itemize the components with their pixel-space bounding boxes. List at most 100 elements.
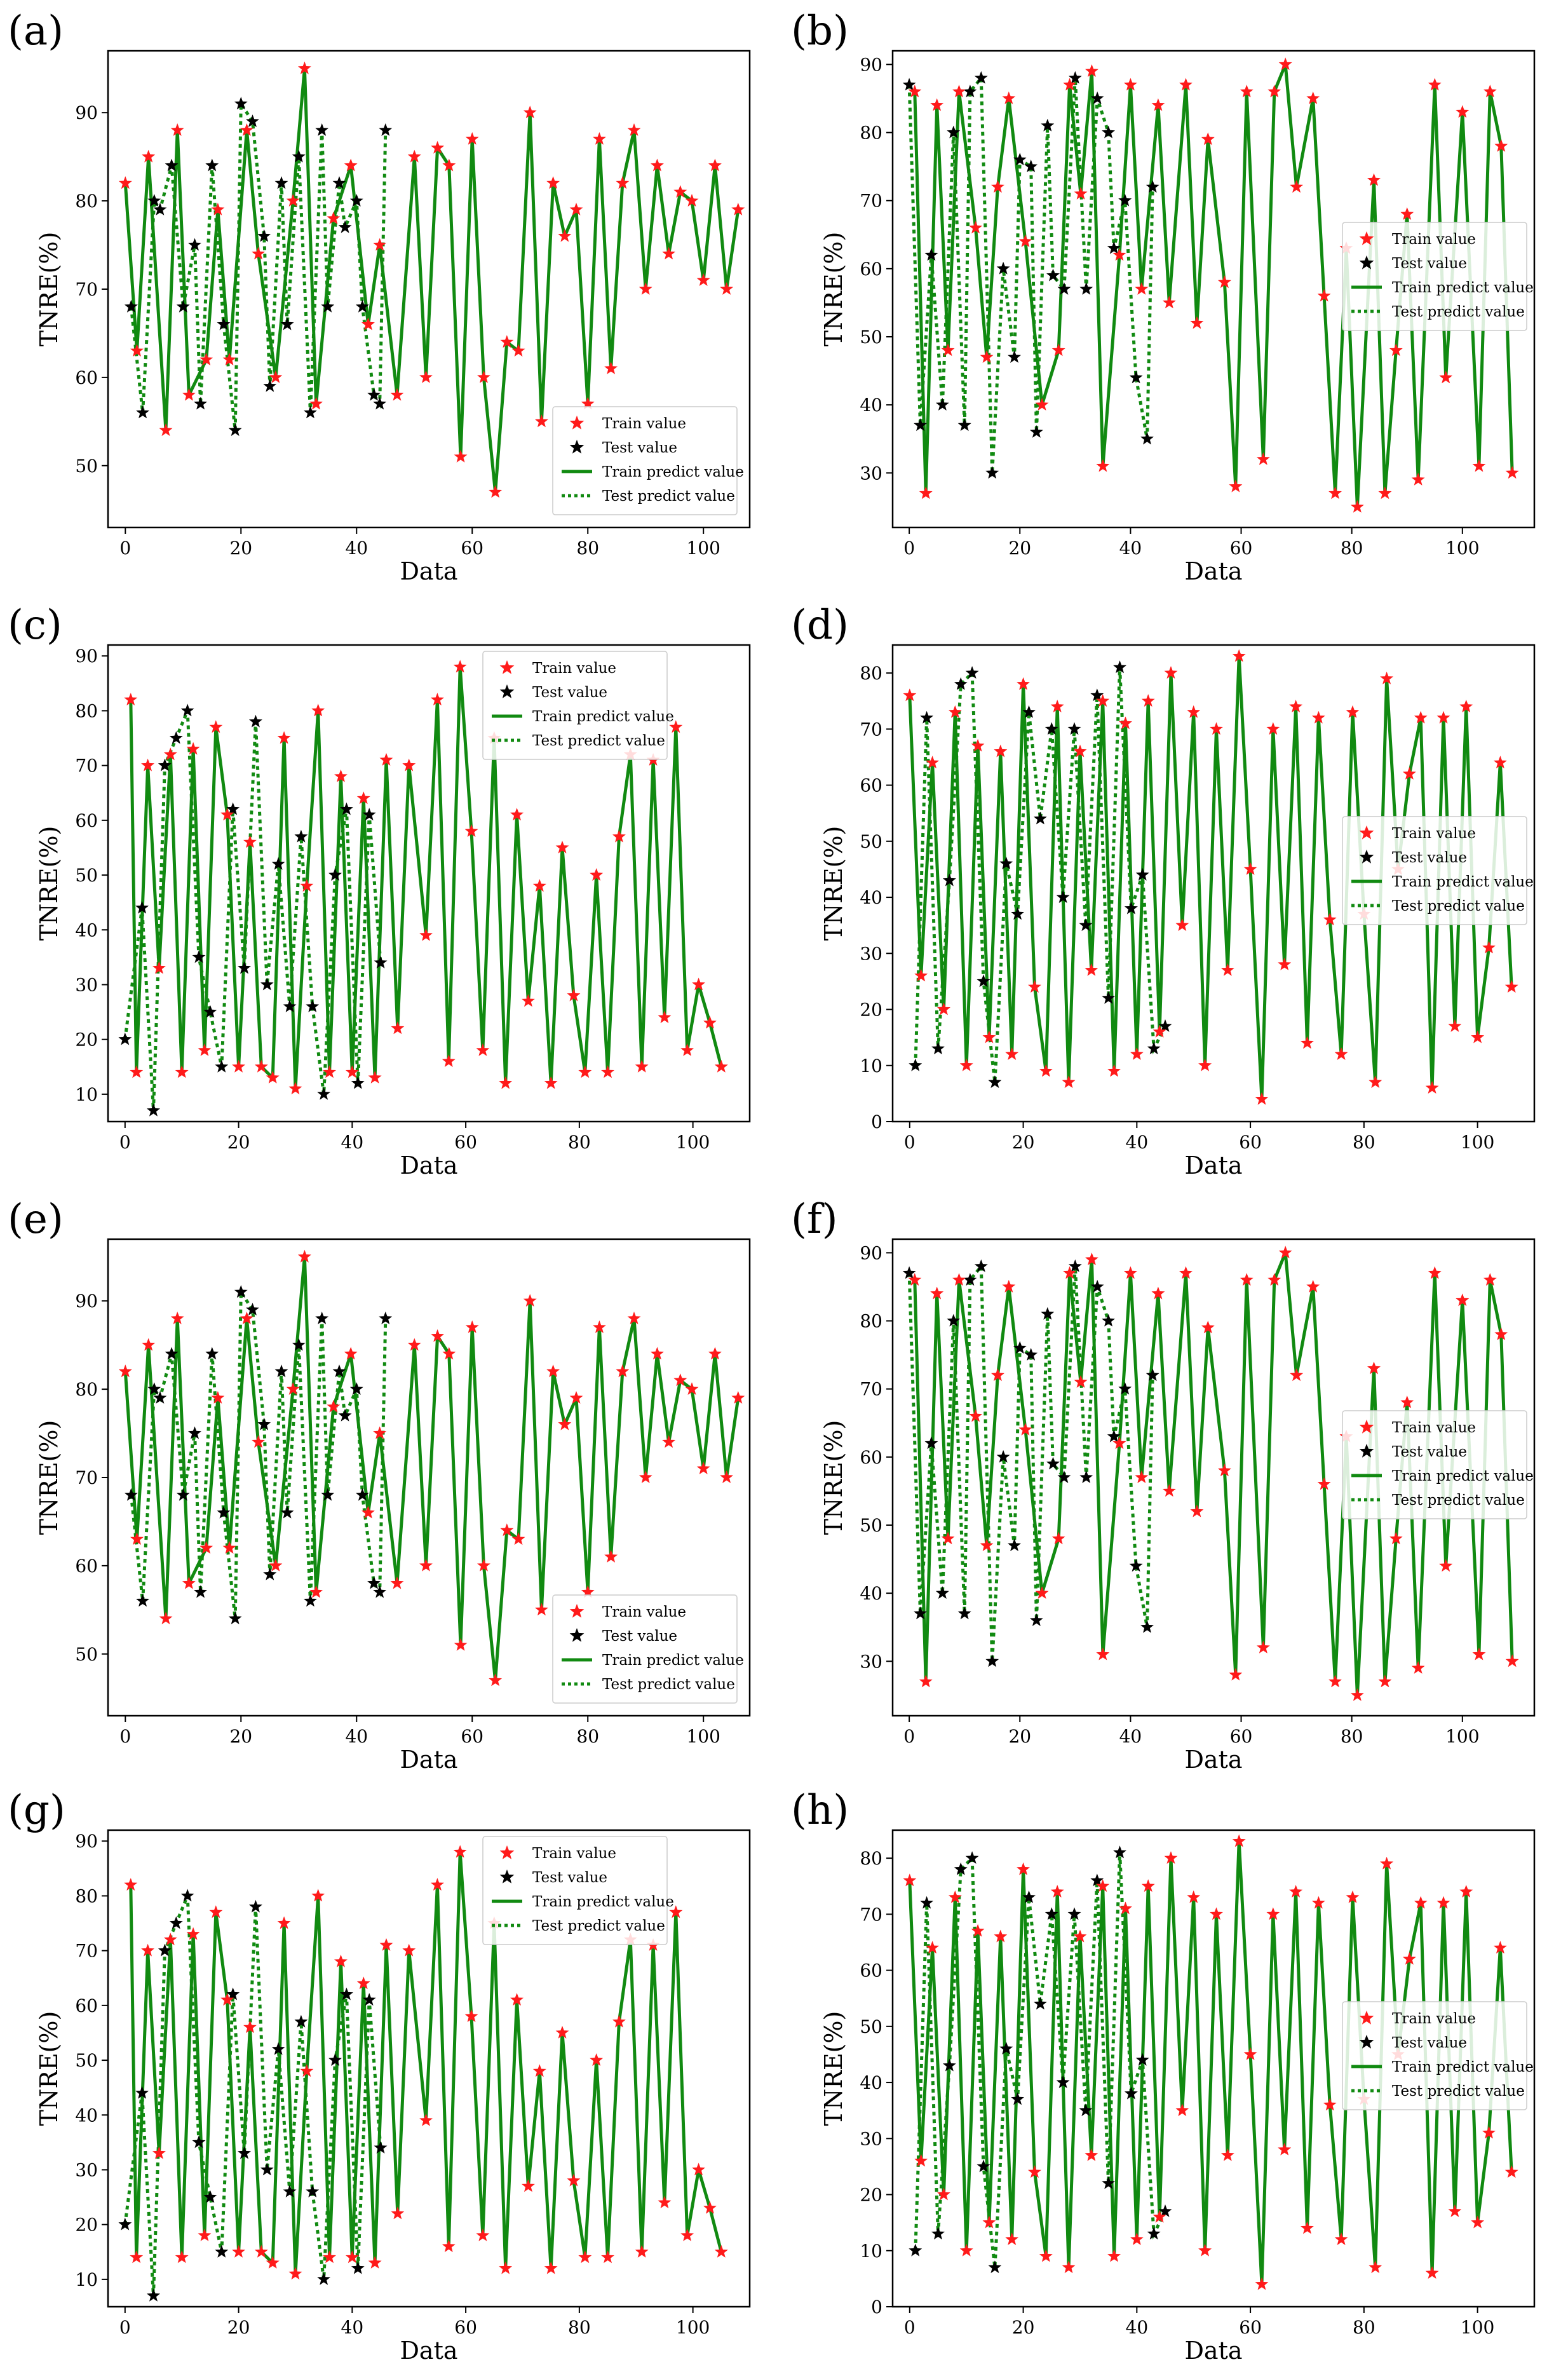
train-value-point <box>454 1638 468 1651</box>
train-value-point <box>170 1312 184 1324</box>
x-tick-label: 20 <box>1008 538 1031 559</box>
train-value-point <box>969 221 983 234</box>
train-value-point <box>662 1435 676 1448</box>
train-value-point <box>1266 1907 1280 1920</box>
train-value-point <box>1190 1504 1204 1517</box>
train-value-point <box>685 1382 699 1395</box>
train-value-point <box>379 1938 393 1951</box>
train-value-point <box>1123 1266 1137 1279</box>
y-tick-label: 90 <box>75 1291 98 1312</box>
test-value-point <box>192 2135 206 2149</box>
train-value-point <box>1063 78 1077 91</box>
train-value-point <box>1400 1395 1414 1408</box>
test-value-point <box>924 248 938 261</box>
test-value-point <box>1129 1559 1143 1572</box>
train-value-point <box>522 2179 535 2192</box>
train-value-point <box>590 2053 604 2066</box>
test-value-point <box>1044 1907 1058 1920</box>
train-value-point <box>1152 1024 1166 1038</box>
train-value-point <box>300 879 314 892</box>
test-value-point <box>280 317 294 330</box>
x-tick-label: 20 <box>227 1132 250 1153</box>
train-value-point <box>1311 1896 1325 1909</box>
train-value-point <box>1493 1941 1507 1954</box>
train-value-point <box>1380 1856 1394 1870</box>
y-tick-label: 50 <box>860 1515 882 1536</box>
test-value-point <box>338 1408 352 1422</box>
y-tick-label: 60 <box>75 1556 98 1577</box>
train-value-point <box>937 1002 950 1015</box>
train-predict-line <box>908 1840 1513 2286</box>
train-value-point <box>297 61 311 74</box>
train-value-point <box>368 2256 382 2269</box>
train-value-point <box>1141 694 1155 707</box>
legend-box <box>1342 2001 1527 2110</box>
train-value-point <box>708 158 722 172</box>
test-value-point <box>977 2159 990 2173</box>
y-axis-label: TNRE(%) <box>820 2011 848 2126</box>
legend-label: Train value <box>532 660 616 677</box>
y-tick-label: 50 <box>75 865 98 886</box>
legend-label: Train predict value <box>532 1894 674 1910</box>
legend-label: Test value <box>602 1628 677 1645</box>
x-tick-label: 20 <box>227 2317 250 2338</box>
test-value-point <box>974 1259 988 1272</box>
x-tick-label: 40 <box>345 1726 368 1747</box>
legend-marker <box>569 1604 585 1618</box>
train-value-point <box>477 1558 490 1572</box>
test-value-point <box>1011 2092 1025 2105</box>
train-value-point <box>1018 234 1032 247</box>
train-value-point <box>286 194 300 207</box>
test-value-point <box>1129 370 1143 384</box>
train-value-point <box>1210 1907 1223 1920</box>
train-value-point <box>345 2250 359 2264</box>
train-value-point <box>1301 2221 1314 2234</box>
train-value-point <box>590 868 604 881</box>
train-value-point <box>269 1558 283 1572</box>
x-tick-label: 80 <box>568 2317 591 2338</box>
train-value-point <box>1190 316 1204 329</box>
test-value-point <box>203 2190 217 2203</box>
test-value-point <box>1079 1470 1093 1483</box>
train-value-point <box>1255 2277 1269 2290</box>
train-value-point <box>685 194 699 207</box>
train-value-point <box>692 2162 705 2176</box>
train-value-point <box>1002 92 1016 104</box>
train-value-point <box>391 1021 405 1035</box>
x-axis-label: Data <box>400 1746 457 1774</box>
train-value-point <box>1085 64 1098 77</box>
train-value-point <box>500 335 514 348</box>
train-value-point <box>1317 289 1331 302</box>
y-tick-label: 30 <box>860 943 882 964</box>
test-value-point <box>1044 722 1058 735</box>
train-value-point <box>142 1338 156 1351</box>
train-value-point <box>1035 1586 1049 1599</box>
train-value-point <box>612 829 626 843</box>
train-value-point <box>240 1312 253 1324</box>
x-tick-label: 80 <box>1341 538 1363 559</box>
train-value-point <box>535 1603 548 1616</box>
y-tick-label: 10 <box>75 1084 98 1105</box>
train-value-point <box>532 2064 546 2077</box>
test-predict-line <box>907 1262 1154 1662</box>
train-value-point <box>124 1878 138 1891</box>
train-value-point <box>593 1320 606 1333</box>
test-value-point <box>963 1273 977 1286</box>
train-value-point <box>442 158 456 172</box>
train-value-point <box>431 1329 445 1342</box>
test-value-point <box>902 78 916 91</box>
y-tick-label: 60 <box>860 1447 882 1468</box>
train-value-point <box>1494 1327 1508 1340</box>
train-value-point <box>1289 1885 1303 1897</box>
train-value-point <box>731 203 745 215</box>
x-tick-label: 80 <box>1353 1132 1375 1153</box>
x-tick-label: 40 <box>1126 2317 1149 2338</box>
train-value-point <box>511 1532 525 1545</box>
y-axis-label: TNRE(%) <box>820 826 848 941</box>
train-value-point <box>1289 700 1303 712</box>
test-value-point <box>988 2260 1002 2274</box>
legend-label: Test predict value <box>602 1676 735 1693</box>
y-tick-label: 80 <box>860 663 882 684</box>
test-value-point <box>1147 2227 1161 2240</box>
train-value-point <box>1411 1661 1425 1674</box>
